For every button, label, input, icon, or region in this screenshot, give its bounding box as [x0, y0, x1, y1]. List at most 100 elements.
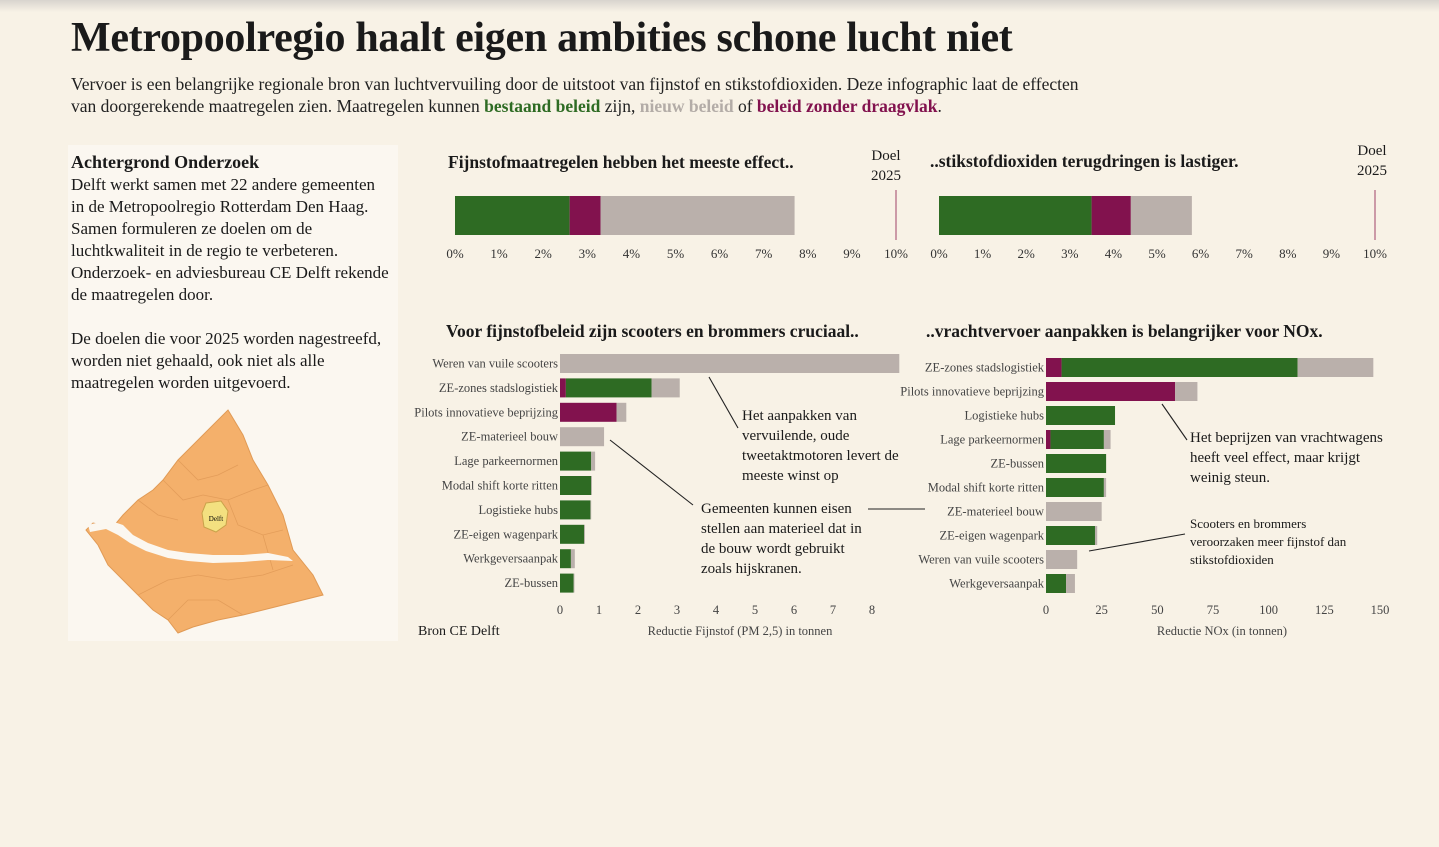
tick-label: 0: [557, 603, 563, 617]
tick-label: 5%: [1148, 246, 1166, 261]
bar-nieuw-beleid: [560, 427, 605, 447]
bar-nieuw-beleid: [584, 524, 585, 544]
category-label: Pilots innovatieve beprijzing: [900, 385, 1044, 399]
tick-label: 3: [674, 603, 680, 617]
tick-label: 0%: [446, 246, 464, 261]
category-label: ZE-materieel bouw: [947, 505, 1044, 519]
bar-nieuw-beleid: [651, 378, 680, 398]
intro-text: Vervoer is een belangrijke regionale bro…: [71, 73, 1081, 117]
intro-part3: of: [733, 96, 757, 116]
tick-label: 7%: [1236, 246, 1254, 261]
tick-label: 6: [791, 603, 797, 617]
intro-part4: .: [937, 96, 942, 116]
chart-nox-percent: 0% 1% 2% 3% 4% 5% 6% 7% 8% 9% 10%: [930, 190, 1387, 261]
bar-bestaand-beleid: [560, 573, 574, 593]
bar-bestaand-beleid: [560, 476, 592, 495]
category-label: Pilots innovatieve beprijzing: [414, 405, 558, 419]
tick-label: 3%: [579, 246, 597, 261]
annotation-materieel: Gemeenten kunnen eisen stellen aan mater…: [701, 501, 862, 577]
category-label: Modal shift korte ritten: [442, 479, 559, 493]
tick-label: 2%: [535, 246, 553, 261]
category-label: Werkgeversaanpak: [949, 577, 1045, 591]
category-label: Logistieke hubs: [964, 409, 1044, 423]
tick-label: 2: [635, 603, 641, 617]
legend-new: nieuw beleid: [639, 96, 734, 116]
tick-label: 4%: [623, 246, 641, 261]
bar-nieuw-beleid: [1103, 430, 1111, 449]
annotation-line-scooters: [708, 376, 739, 429]
category-label: Logistieke hubs: [478, 503, 558, 517]
bar-nieuw-beleid: [1094, 526, 1098, 545]
annotation-line-vracht: [1161, 403, 1188, 441]
source-label: Bron CE Delft: [418, 624, 500, 639]
bar-bestaand-beleid: [565, 378, 652, 398]
tick-label: 150: [1371, 603, 1390, 617]
category-label: ZE-zones stadslogistiek: [925, 361, 1045, 375]
bar-beleid-zonder-draagvlak: [560, 378, 566, 398]
legend-existing: bestaand beleid: [484, 96, 601, 116]
chart1-goal-label: Doel 2025: [871, 148, 901, 184]
tick-label: 10%: [1363, 246, 1387, 261]
tick-label: 7%: [755, 246, 773, 261]
tick-label: 9%: [843, 246, 861, 261]
tick-label: 75: [1207, 603, 1220, 617]
tick-label: 4: [713, 603, 720, 617]
category-label: ZE-bussen: [991, 457, 1045, 471]
category-label: ZE-bussen: [505, 576, 559, 590]
bar-nieuw-beleid: [1103, 478, 1107, 497]
delft-shape: [201, 500, 229, 533]
tick-label: 5%: [667, 246, 685, 261]
chart-nox-measures: ZE-zones stadslogistiek Pilots innovatiev…: [900, 358, 1390, 638]
tick-label: 125: [1315, 603, 1334, 617]
background-text: Delft werkt samen met 22 andere gemeente…: [71, 175, 389, 304]
chart4-title: ..vrachtvervoer aanpakken is belangrijke…: [926, 321, 1323, 341]
tick-label: 1%: [490, 246, 508, 261]
category-label: Werkgeversaanpak: [463, 552, 559, 566]
page-title: Metropoolregio haalt eigen ambities scho…: [71, 15, 1013, 61]
chart3-title: Voor fijnstofbeleid zijn scooters en bro…: [446, 321, 859, 341]
tick-label: 0: [1043, 603, 1049, 617]
bar-beleid-zonder-draagvlak: [1046, 430, 1051, 449]
bar-bestaand-beleid: [560, 451, 592, 471]
background-title: Achtergrond Onderzoek: [71, 152, 260, 172]
bar-segment-2: [600, 196, 795, 235]
bar-bestaand-beleid: [1046, 526, 1095, 545]
tick-label: 25: [1095, 603, 1108, 617]
tick-label: 6%: [711, 246, 729, 261]
bar-bestaand-beleid: [560, 500, 591, 520]
bar-nieuw-beleid: [1046, 550, 1078, 569]
tick-label: 8%: [799, 246, 817, 261]
tick-label: 5: [752, 603, 758, 617]
chart-fijnstof-measures: Weren van vuile scooters ZE-zones stadslo…: [414, 354, 900, 638]
region-map-borders: [137, 459, 294, 621]
background-conclusion: De doelen die voor 2025 worden nagestree…: [71, 329, 382, 392]
bar-bestaand-beleid: [560, 549, 571, 569]
tick-label: 9%: [1323, 246, 1341, 261]
category-label: ZE-eigen wagenpark: [940, 529, 1045, 543]
chart-fijnstof-percent: 0% 1% 2% 3% 4% 5% 6% 7% 8% 9% 10%: [446, 190, 908, 261]
bar-nieuw-beleid: [591, 476, 592, 495]
category-label: Lage parkeernormen: [454, 454, 559, 468]
bar-segment-2: [1130, 196, 1192, 235]
category-label: Weren van vuile scooters: [918, 553, 1044, 567]
tick-label: 10%: [884, 246, 908, 261]
bar-segment-0: [939, 196, 1092, 235]
category-label: ZE-materieel bouw: [461, 430, 558, 444]
background-panel: Achtergrond Onderzoek Delft werkt samen …: [68, 145, 398, 641]
tick-label: 8%: [1279, 246, 1297, 261]
tick-label: 4%: [1105, 246, 1123, 261]
bar-nieuw-beleid: [591, 451, 596, 471]
category-label: ZE-zones stadslogistiek: [439, 381, 559, 395]
tick-label: 8: [869, 603, 875, 617]
bar-bestaand-beleid: [560, 524, 585, 544]
bar-nieuw-beleid: [1066, 574, 1075, 593]
x-axis-label: Reductie Fijnstof (PM 2,5) in tonnen: [648, 624, 833, 638]
bar-nieuw-beleid: [1046, 502, 1102, 521]
annotation-scooters: Het aanpakken van vervuilende, oude twee…: [742, 408, 899, 484]
tick-label: 50: [1151, 603, 1164, 617]
tick-label: 0%: [930, 246, 948, 261]
x-axis-label: Reductie NOx (in tonnen): [1157, 624, 1287, 638]
tick-label: 100: [1259, 603, 1278, 617]
bar-nieuw-beleid: [1297, 358, 1374, 377]
